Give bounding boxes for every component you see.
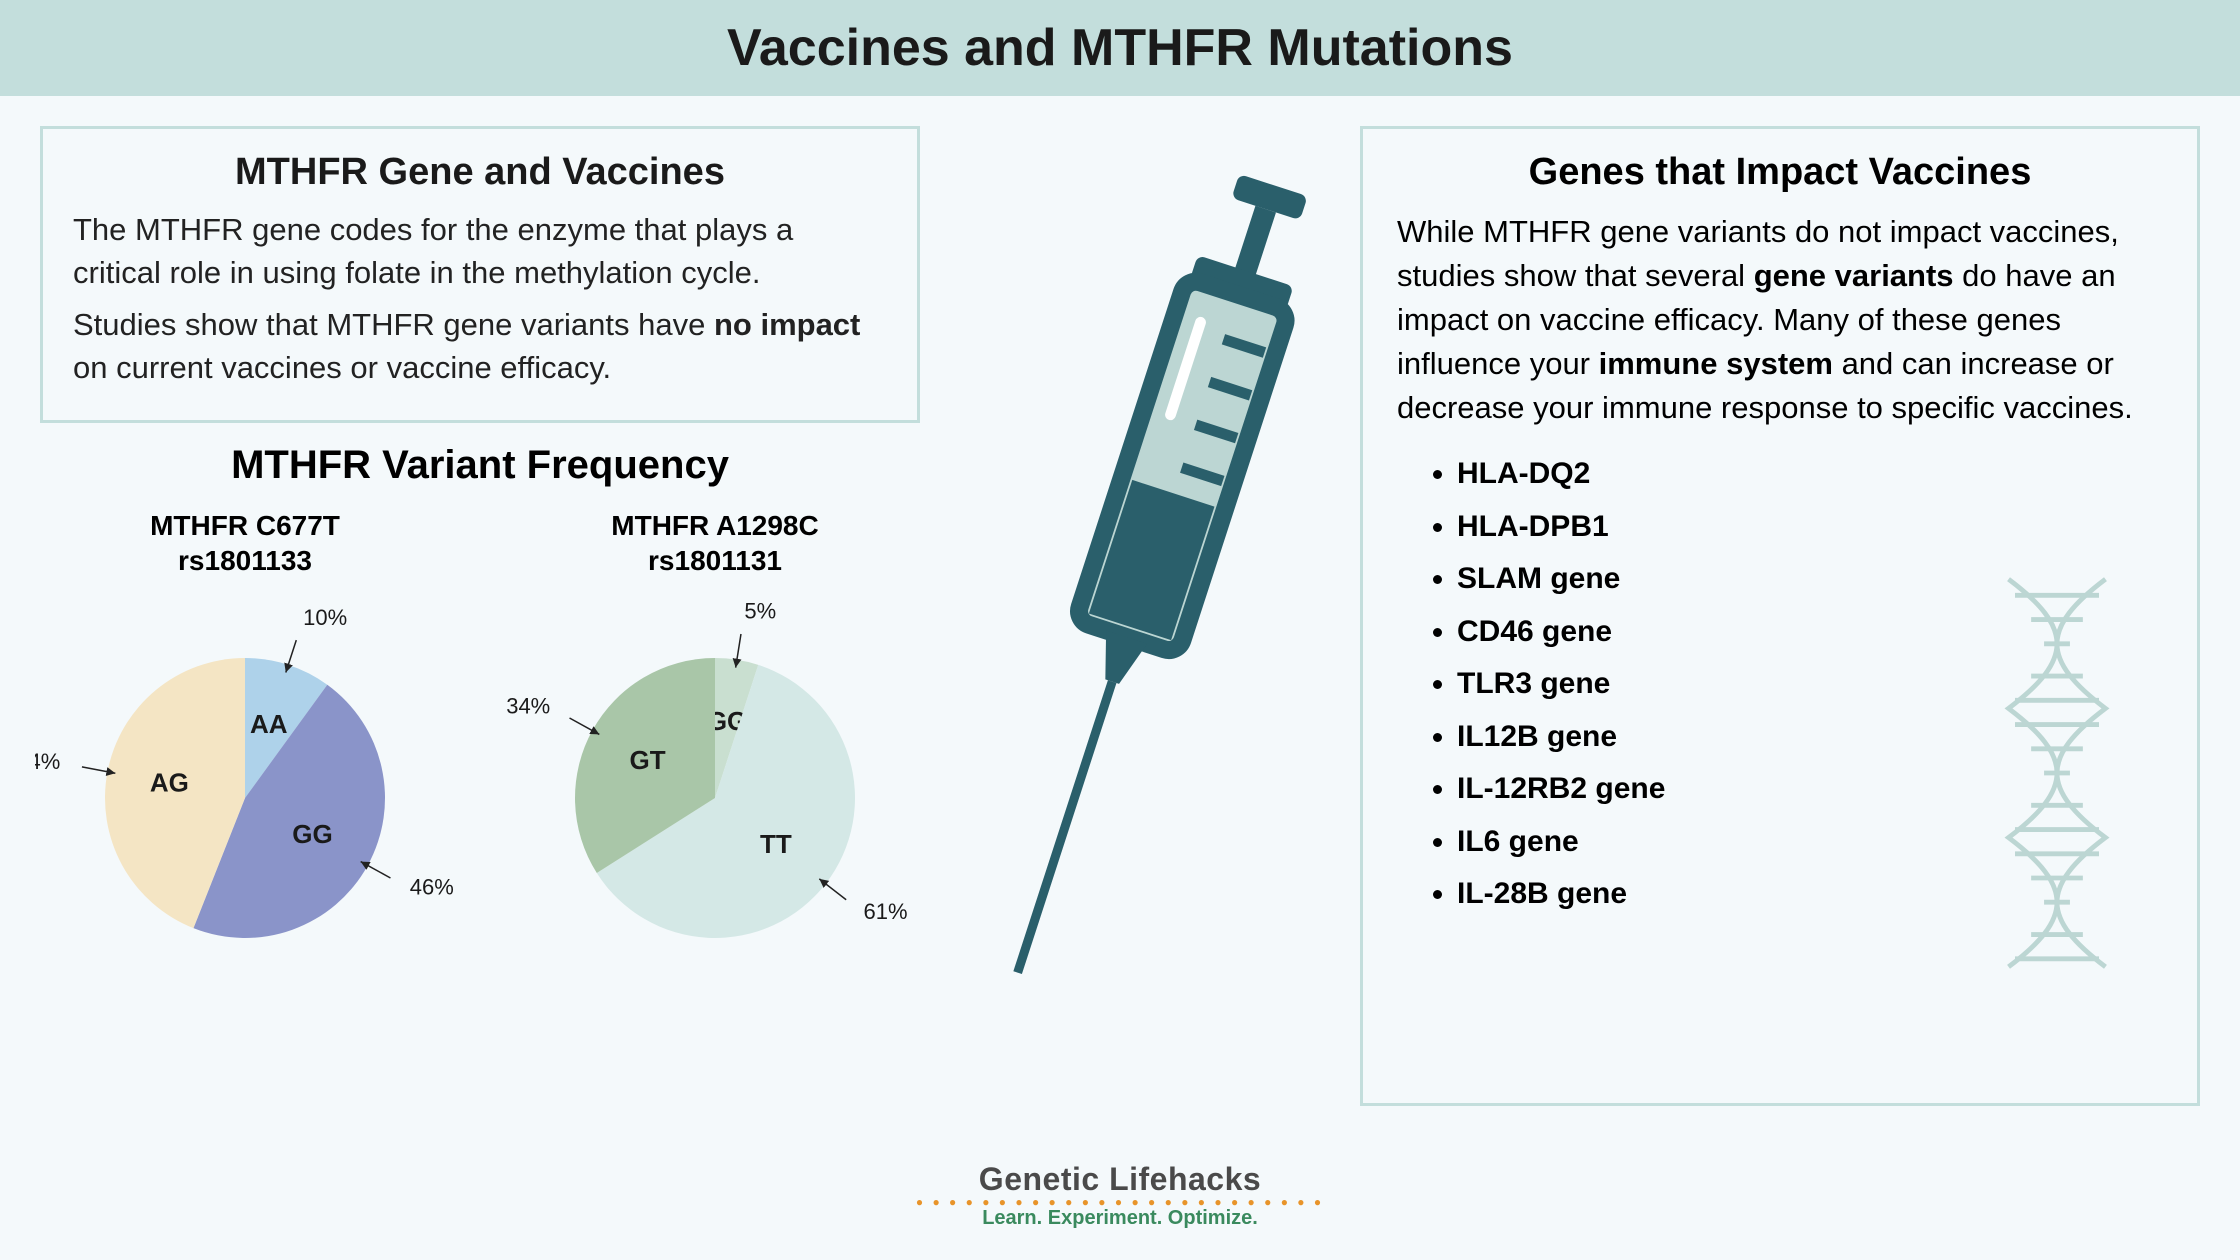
frequency-heading: MTHFR Variant Frequency: [40, 443, 920, 488]
logo-tag: Learn. Experiment. Optimize.: [916, 1207, 1324, 1230]
pie-slice-pct: 44%: [35, 748, 60, 773]
pie1-title: MTHFR C677T rs1801133: [35, 508, 455, 578]
mthfr-gene-heading: MTHFR Gene and Vaccines: [73, 151, 887, 194]
pie-slice-label: TT: [760, 829, 792, 859]
left-column: MTHFR Gene and Vaccines The MTHFR gene c…: [40, 126, 920, 1106]
page-title: Vaccines and MTHFR Mutations: [0, 18, 2240, 78]
pie-slice-label: AA: [250, 708, 288, 738]
pie-slice-label: GT: [629, 744, 665, 774]
pie-slice-pct: 34%: [506, 693, 550, 718]
pie-slice-pct: 10%: [303, 605, 347, 630]
header-bar: Vaccines and MTHFR Mutations: [0, 0, 2240, 96]
right-column: Genes that Impact Vaccines While MTHFR g…: [1360, 126, 2200, 1106]
gene-list-item: HLA-DPB1: [1457, 501, 2163, 554]
pie1-wrap: MTHFR C677T rs1801133 AA 10% GG 46% AG 44%: [35, 508, 455, 973]
pie-slice-label: AG: [150, 767, 189, 797]
genes-impact-paragraph: While MTHFR gene variants do not impact …: [1397, 210, 2163, 430]
pie-slice-pct: 61%: [864, 899, 908, 924]
syringe-icon: [960, 146, 1320, 1046]
pie-slice-label: GG: [292, 819, 332, 849]
genes-impact-heading: Genes that Impact Vaccines: [1397, 151, 2163, 194]
frequency-section: MTHFR Variant Frequency MTHFR C677T rs18…: [40, 443, 920, 973]
pie-row: MTHFR C677T rs1801133 AA10%GG46%AG44% MT…: [40, 508, 920, 973]
gene-list-item: HLA-DQ2: [1457, 448, 2163, 501]
footer-logo: Genetic Lifehacks ● ● ● ● ● ● ● ● ● ● ● …: [916, 1161, 1324, 1230]
pie2-title: MTHFR A1298C rs1801131: [505, 508, 925, 578]
genes-impact-box: Genes that Impact Vaccines While MTHFR g…: [1360, 126, 2200, 1106]
center-column: [950, 126, 1330, 1106]
mthfr-gene-p1: The MTHFR gene codes for the enzyme that…: [73, 208, 887, 295]
pie-slice-pct: 46%: [410, 874, 454, 899]
logo-main: Genetic Lifehacks: [916, 1161, 1324, 1198]
pie-slice-pct: 5%: [744, 598, 776, 623]
pie2-chart: GG5%TT61%GT34%: [505, 588, 925, 968]
mthfr-gene-p2: Studies show that MTHFR gene variants ha…: [73, 303, 887, 390]
dna-icon: [1957, 563, 2157, 983]
pie1-chart: AA 10% GG 46% AG 44%: [35, 588, 455, 968]
content-row: MTHFR Gene and Vaccines The MTHFR gene c…: [0, 96, 2240, 1106]
logo-dots: ● ● ● ● ● ● ● ● ● ● ● ● ● ● ● ● ● ● ● ● …: [916, 1200, 1324, 1205]
mthfr-gene-box: MTHFR Gene and Vaccines The MTHFR gene c…: [40, 126, 920, 423]
pie2-wrap: MTHFR A1298C rs1801131 GG5%TT61%GT34%: [505, 508, 925, 973]
